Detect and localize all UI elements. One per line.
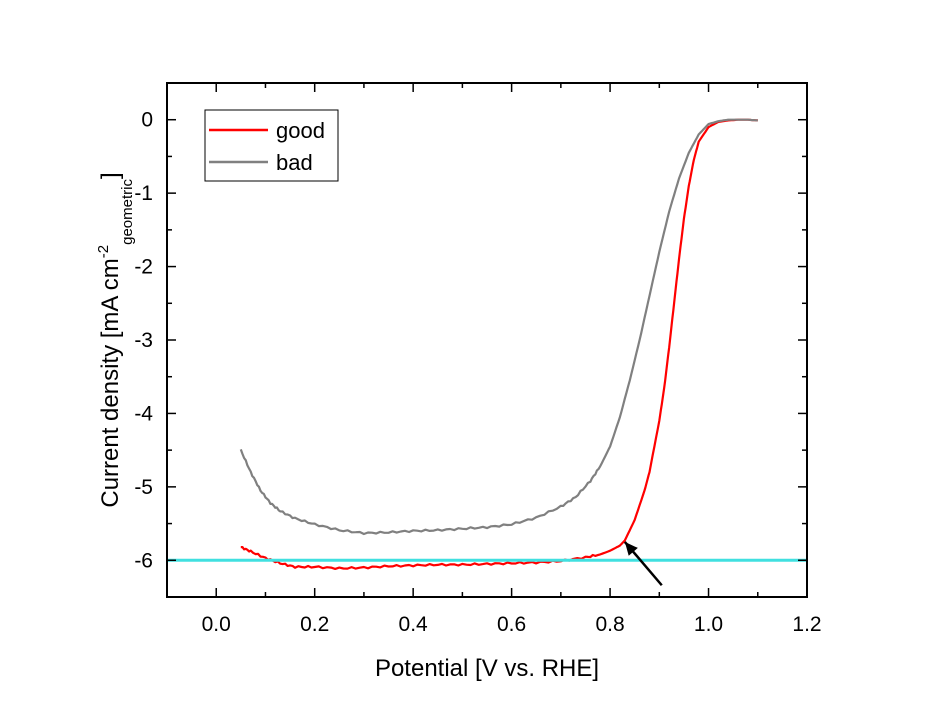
series-line-bad: [239, 118, 758, 536]
x-tick-label: 0.2: [300, 613, 329, 636]
y-axis-title: Current density [mA cm-2 geometric]: [95, 172, 136, 507]
y-axis-title-sub: geometric: [119, 179, 136, 245]
x-tick-label: 0.6: [497, 613, 526, 636]
arrow-head: [624, 541, 638, 556]
series-line-good: [240, 118, 758, 571]
y-tick-label: -2: [134, 256, 153, 279]
y-tick-label: -5: [134, 476, 153, 499]
x-axis-ticks: 0.0 0.2 0.4 0.6 0.8 1.0 1.2: [166, 83, 822, 636]
x-tick-label: 0.8: [595, 613, 624, 636]
x-tick-label: 0.0: [202, 613, 231, 636]
x-tick-label: 1.0: [694, 613, 723, 636]
y-axis-title-end: ]: [97, 172, 124, 179]
y-axis-ticks: 0 -1 -2 -3 -4 -5 -6: [134, 82, 807, 598]
x-axis-title: Potential [V vs. RHE]: [375, 655, 599, 682]
y-tick-label: 0: [141, 109, 153, 132]
series-layer: [239, 118, 758, 571]
y-axis-title-main: Current density [mA cm: [97, 258, 124, 507]
legend-label-good: good: [276, 118, 325, 143]
legend-box: [204, 109, 339, 182]
annotation-layer: [167, 541, 807, 587]
legend: good bad: [204, 109, 339, 182]
x-tick-label: 1.2: [792, 613, 821, 636]
y-tick-label: -4: [134, 402, 153, 425]
y-tick-label: -1: [134, 182, 153, 205]
y-axis-title-sup: -2: [95, 245, 112, 258]
x-tick-label: 0.4: [399, 613, 429, 636]
y-tick-label: -6: [134, 549, 153, 572]
legend-label-bad: bad: [276, 150, 313, 175]
y-tick-label: -3: [134, 329, 153, 352]
